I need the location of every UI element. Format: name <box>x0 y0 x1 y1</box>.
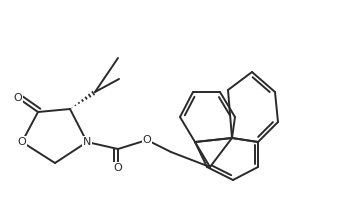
Text: O: O <box>143 135 151 145</box>
Text: O: O <box>114 163 122 173</box>
Text: N: N <box>83 137 91 147</box>
Text: O: O <box>14 93 23 103</box>
Text: O: O <box>18 137 26 147</box>
